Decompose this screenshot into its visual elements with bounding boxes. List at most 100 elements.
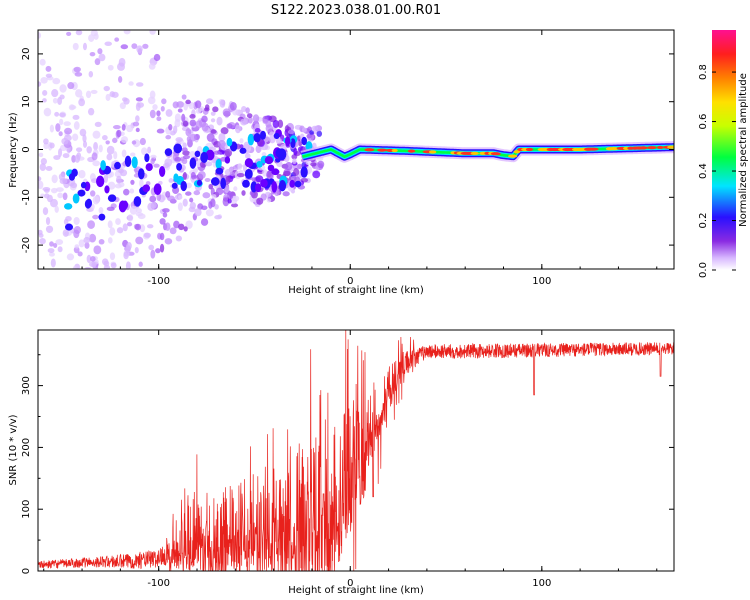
spectral-blob <box>300 166 308 178</box>
speckle <box>50 269 55 275</box>
spectral-blob <box>145 163 153 172</box>
spectral-blob <box>194 150 201 158</box>
colorbar-label: Normalized spectral amplitude <box>738 73 749 227</box>
speckle <box>117 62 126 71</box>
speckle <box>229 171 235 177</box>
speckle <box>126 222 133 227</box>
speckle <box>42 207 49 216</box>
speckle <box>183 102 188 111</box>
speckle <box>40 278 46 282</box>
speckle <box>214 215 222 220</box>
speckle <box>120 136 129 144</box>
spectral-blob <box>220 177 227 190</box>
speckle <box>210 118 216 123</box>
speckle <box>42 98 47 103</box>
speckle <box>135 127 140 133</box>
speckle <box>224 148 232 157</box>
speckle <box>88 283 95 287</box>
speckle <box>195 120 203 129</box>
speckle <box>43 293 49 298</box>
speckle <box>148 63 156 70</box>
speckle <box>251 177 257 182</box>
ridge-hotspot <box>364 148 375 152</box>
speckle <box>53 242 58 248</box>
speckle <box>130 179 135 185</box>
ridge-hotspot <box>513 150 521 154</box>
spectral-blob <box>153 183 162 196</box>
speckle <box>54 111 60 117</box>
speckle <box>89 52 96 57</box>
speckle <box>73 246 80 254</box>
speckle <box>51 89 59 98</box>
speckle <box>149 109 156 119</box>
speckle <box>42 90 48 96</box>
speckle <box>188 150 197 159</box>
spectral-blob <box>273 132 280 140</box>
speckle <box>222 108 231 117</box>
spectral-blob <box>239 147 247 154</box>
spectral-blob <box>244 158 254 168</box>
speckle <box>193 190 201 196</box>
speckle <box>54 205 59 213</box>
speckle <box>168 178 174 184</box>
speckle <box>262 118 269 124</box>
speckle <box>57 246 63 253</box>
speckle <box>62 153 70 159</box>
snr-y-label: SNR (10 * v/v) <box>8 414 19 485</box>
colorbar-gradient <box>712 30 736 270</box>
speckle <box>252 114 260 123</box>
spectral-blob <box>215 167 224 175</box>
spectrogram-x-tick-label: 0 <box>347 276 353 287</box>
speckle <box>241 190 246 196</box>
speckle <box>168 124 173 131</box>
speckle <box>194 100 202 109</box>
ridge-hotspot <box>508 154 518 158</box>
speckle <box>310 162 317 167</box>
speckle <box>49 142 55 149</box>
speckle <box>309 130 314 135</box>
spectral-blob <box>242 179 250 188</box>
speckle <box>55 187 64 193</box>
speckle <box>75 147 83 153</box>
speckle <box>156 116 162 122</box>
speckle <box>123 30 131 35</box>
speckle <box>84 242 90 249</box>
colorbar-ticks: 0.0 0.2 0.4 0.6 0.8 <box>698 64 736 278</box>
spectral-blob <box>72 193 80 204</box>
spectral-blob <box>65 223 73 231</box>
speckle <box>275 137 283 145</box>
speckle <box>82 134 87 143</box>
speckle <box>63 121 71 127</box>
speckle <box>88 34 95 42</box>
speckle <box>58 148 63 157</box>
speckle <box>92 214 99 220</box>
speckle <box>292 158 297 165</box>
speckle <box>105 93 111 102</box>
speckle <box>107 64 114 71</box>
speckle <box>148 244 155 251</box>
speckle <box>112 137 118 144</box>
speckle <box>215 187 224 196</box>
speckle <box>88 70 94 78</box>
speckle <box>175 137 183 143</box>
snr-x-label: Height of straight line (km) <box>288 585 424 596</box>
spectral-blob <box>142 184 151 193</box>
speckle <box>210 129 217 134</box>
speckle <box>160 105 165 112</box>
spectral-blob <box>107 194 117 202</box>
spectral-blob <box>100 160 106 171</box>
speckle <box>182 120 189 127</box>
speckle <box>46 271 52 280</box>
spectral-blob <box>244 168 253 179</box>
speckle <box>293 147 298 156</box>
ridge-hotspot <box>586 147 599 151</box>
snr-x-tick-label: 0 <box>347 578 353 589</box>
speckle <box>214 204 219 210</box>
speckle <box>134 223 142 231</box>
speckle <box>72 265 77 269</box>
speckle <box>141 147 148 156</box>
speckle <box>110 262 117 269</box>
speckle <box>52 77 61 85</box>
speckle <box>40 77 48 84</box>
spectral-blob <box>180 180 187 192</box>
